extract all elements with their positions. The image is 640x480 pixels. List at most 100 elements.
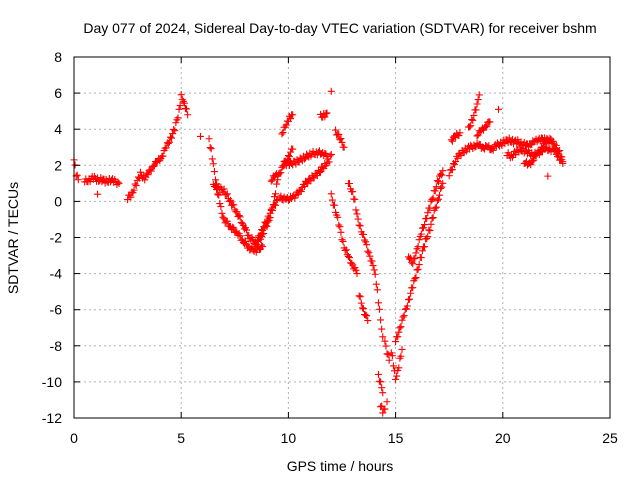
axis-ticks xyxy=(73,56,611,419)
data-point xyxy=(433,177,441,185)
data-point xyxy=(273,180,281,188)
data-point xyxy=(362,311,370,319)
y-tick-label: 6 xyxy=(54,85,62,101)
data-point xyxy=(337,228,345,236)
data-point xyxy=(235,212,243,220)
data-point xyxy=(370,266,378,274)
data-point xyxy=(379,333,387,341)
data-point xyxy=(147,167,155,175)
data-point xyxy=(374,299,382,307)
data-point xyxy=(395,364,403,372)
data-point xyxy=(448,166,456,174)
data-point xyxy=(277,192,285,200)
data-point xyxy=(474,96,482,104)
data-point xyxy=(94,190,102,198)
data-point xyxy=(355,221,363,229)
data-point xyxy=(162,144,170,152)
data-point xyxy=(73,171,81,179)
data-point xyxy=(381,405,389,413)
x-tick-label: 0 xyxy=(70,430,78,446)
data-point xyxy=(144,171,152,179)
data-point xyxy=(287,115,295,123)
data-point xyxy=(445,172,453,180)
data-point xyxy=(338,138,346,146)
data-point xyxy=(219,213,227,221)
data-point xyxy=(259,243,267,251)
data-point xyxy=(470,111,478,119)
data-point xyxy=(354,215,362,223)
data-point xyxy=(467,122,475,130)
data-point xyxy=(210,168,218,176)
data-point xyxy=(417,254,425,262)
data-point xyxy=(411,275,419,283)
data-point xyxy=(174,114,182,122)
data-point xyxy=(341,246,349,254)
data-point xyxy=(417,230,425,238)
data-point xyxy=(346,179,354,187)
data-point xyxy=(373,286,381,294)
data-point xyxy=(396,324,404,332)
data-point xyxy=(371,270,379,278)
y-tick-label: -12 xyxy=(42,410,62,426)
data-point xyxy=(379,409,387,417)
data-point xyxy=(315,169,323,177)
data-point xyxy=(385,356,393,364)
data-point xyxy=(394,333,402,341)
data-point xyxy=(364,317,372,325)
data-point xyxy=(196,132,204,140)
data-point xyxy=(127,193,135,201)
data-point xyxy=(229,223,237,231)
data-point xyxy=(267,177,275,185)
data-point xyxy=(332,126,340,134)
data-point xyxy=(183,105,191,113)
data-point xyxy=(425,226,433,234)
y-tick-label: 4 xyxy=(54,121,62,137)
data-point xyxy=(272,190,280,198)
data-point xyxy=(546,134,554,142)
data-point xyxy=(409,284,417,292)
data-point xyxy=(501,140,509,148)
data-point xyxy=(434,178,442,186)
y-tick-label: 2 xyxy=(54,157,62,173)
data-point xyxy=(475,91,483,99)
data-point xyxy=(379,389,387,397)
data-point xyxy=(432,183,440,191)
data-point xyxy=(263,222,271,230)
data-point xyxy=(285,153,293,161)
data-point xyxy=(220,185,228,193)
data-point xyxy=(434,195,442,203)
data-point xyxy=(448,137,456,145)
data-point xyxy=(327,190,335,198)
data-point xyxy=(537,143,545,151)
data-point xyxy=(436,191,444,199)
x-tick-label: 25 xyxy=(602,430,618,446)
data-point xyxy=(530,156,538,164)
data-point xyxy=(212,176,220,184)
data-point xyxy=(322,110,330,118)
y-tick-label: -2 xyxy=(50,230,63,246)
y-tick-label: 0 xyxy=(54,193,62,209)
data-point xyxy=(159,152,167,160)
data-point xyxy=(472,106,480,114)
x-tick-label: 10 xyxy=(281,430,297,446)
data-point xyxy=(433,197,441,205)
data-point xyxy=(438,171,446,179)
data-point xyxy=(346,254,354,262)
data-point xyxy=(392,375,400,383)
data-point xyxy=(335,221,343,229)
data-point xyxy=(544,172,552,180)
data-point xyxy=(132,182,140,190)
data-point xyxy=(365,249,373,257)
data-point xyxy=(171,127,179,135)
data-point xyxy=(409,260,417,268)
data-point xyxy=(176,102,184,110)
data-point xyxy=(336,223,344,231)
data-point xyxy=(555,151,563,159)
data-point xyxy=(165,138,173,146)
data-point xyxy=(382,342,390,350)
data-point xyxy=(342,246,350,254)
data-point xyxy=(505,134,513,142)
data-point xyxy=(418,247,426,255)
data-point xyxy=(353,270,361,278)
data-point xyxy=(558,156,566,164)
